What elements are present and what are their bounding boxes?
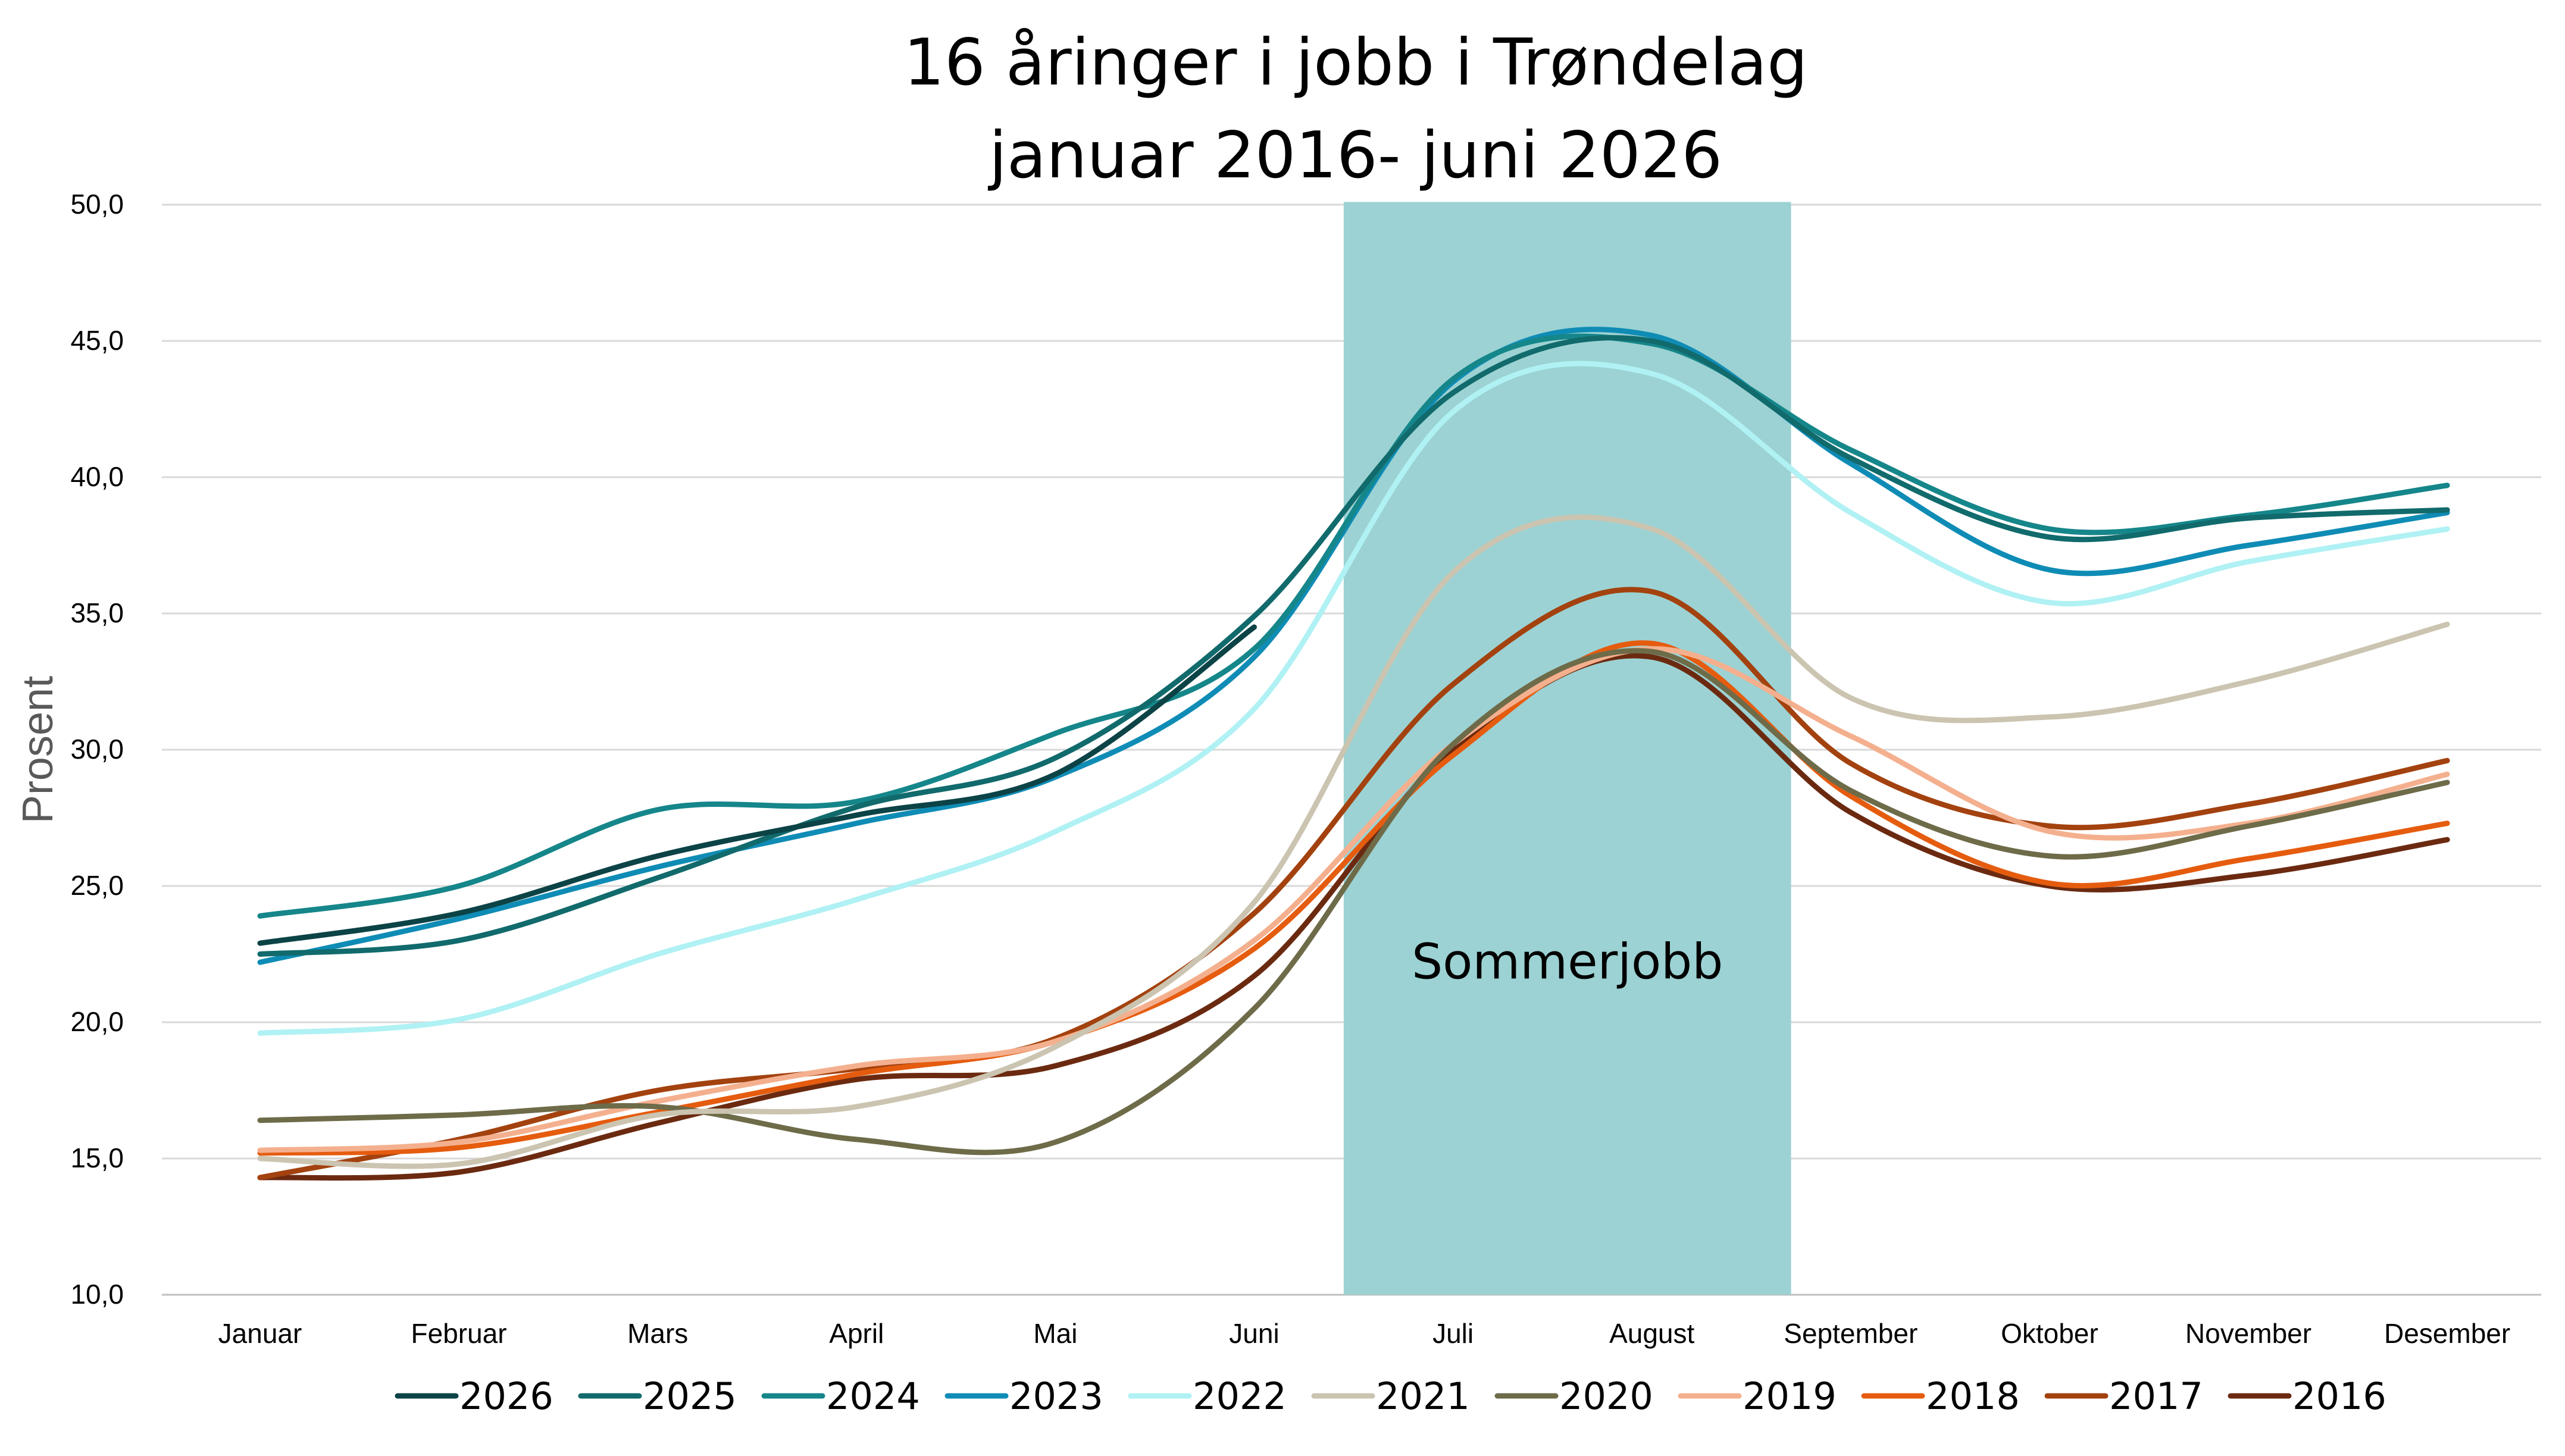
chart-subtitle: januar 2016- juni 2026 [988,118,1722,193]
legend-label: 2023 [1009,1374,1103,1418]
legend-label: 2021 [1376,1374,1470,1418]
x-tick-label: Juni [1229,1318,1279,1349]
x-tick-label: Juli [1432,1318,1474,1349]
x-axis-ticks: Januar Februar Mars April Mai Juni Juli August S… [218,1318,2511,1349]
legend-label: 2016 [2292,1374,2386,1418]
y-tick-label: 10,0 [70,1279,124,1310]
series-line-2024 [257,333,2450,919]
legend-label: 2025 [643,1374,737,1418]
x-tick-label: September [1784,1318,1918,1349]
legend-label: 2022 [1193,1374,1287,1418]
x-tick-label: Februar [411,1318,507,1349]
y-axis-label: Prosent [14,676,62,823]
x-tick-label: April [829,1318,884,1349]
summer-highlight-band [1343,202,1791,1295]
legend: 2026 2025 2024 2023 2022 2021 2020 2019 2018 2017… [395,1374,2386,1418]
series-line-2021 [257,514,2450,1169]
legend-label: 2019 [1743,1374,1837,1418]
y-axis-ticks: 10,0 15,0 20,0 25,0 30,0 35,0 40,0 45,0 50,0 [70,189,124,1310]
y-tick-label: 50,0 [70,189,124,220]
x-tick-label: Januar [218,1318,302,1349]
chart-title: 16 åringer i jobb i Trøndelag [903,26,1808,100]
legend-label: 2018 [1926,1374,2020,1418]
y-tick-label: 30,0 [70,734,124,765]
series-line-2026 [257,624,1257,946]
y-tick-label: 20,0 [70,1006,124,1037]
legend-label: 2026 [459,1374,553,1418]
y-tick-label: 45,0 [70,325,124,356]
x-tick-label: August [1609,1318,1694,1349]
x-tick-label: November [2185,1318,2311,1349]
y-tick-label: 40,0 [70,461,124,492]
x-tick-label: Mars [627,1318,688,1349]
x-tick-label: Oktober [2001,1318,2098,1349]
y-tick-label: 35,0 [70,597,124,628]
legend-label: 2024 [826,1374,920,1418]
x-tick-label: Mai [1033,1318,1077,1349]
y-tick-label: 15,0 [70,1142,124,1173]
x-tick-label: Desember [2384,1318,2510,1349]
series-line-2025 [257,335,2450,957]
series-line-2016 [257,653,2450,1181]
y-tick-label: 25,0 [70,870,124,901]
summer-highlight-label: Sommerjobb [1412,934,1723,991]
series-lines [257,327,2450,1181]
legend-label: 2017 [2109,1374,2203,1418]
series-line-2017 [257,587,2450,1181]
series-line-2020 [257,648,2450,1156]
series-line-2022 [257,361,2450,1036]
legend-label: 2020 [1559,1374,1653,1418]
